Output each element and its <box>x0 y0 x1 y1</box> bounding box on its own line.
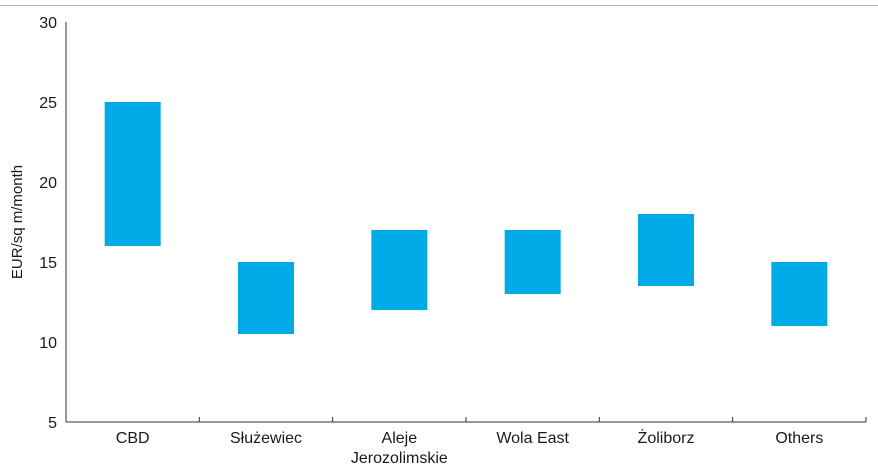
y-tick-labels: 5 10 15 20 25 30 <box>39 15 57 432</box>
x-tick-label: Służewiec <box>230 430 302 447</box>
x-tick-label: Aleje Jerozolimskie <box>351 430 448 467</box>
y-axis-title: EUR/sq m/month <box>9 165 26 279</box>
range-bar <box>638 214 694 286</box>
bars-group <box>104 102 828 334</box>
top-divider-line <box>0 5 878 6</box>
range-bar <box>504 230 561 294</box>
y-tick-label: 15 <box>39 255 57 272</box>
x-tick-label: Wola East <box>496 430 569 447</box>
y-tick-label: 25 <box>39 95 57 112</box>
x-axis <box>66 417 867 423</box>
y-tick-label: 30 <box>39 15 57 32</box>
range-bar <box>238 262 294 334</box>
range-bar <box>104 102 161 246</box>
y-tick-label: 10 <box>39 335 57 352</box>
y-tick-label: 5 <box>48 415 57 432</box>
range-bar <box>771 262 828 326</box>
x-tick-label: CBD <box>116 430 150 447</box>
x-tick-label: Others <box>775 430 823 447</box>
x-tick-label: Żoliborz <box>638 428 695 447</box>
range-bar <box>371 230 428 310</box>
y-tick-label: 20 <box>39 175 57 192</box>
x-tick-labels: CBD Służewiec Aleje Jerozolimskie Wola East Ż… <box>116 428 824 467</box>
